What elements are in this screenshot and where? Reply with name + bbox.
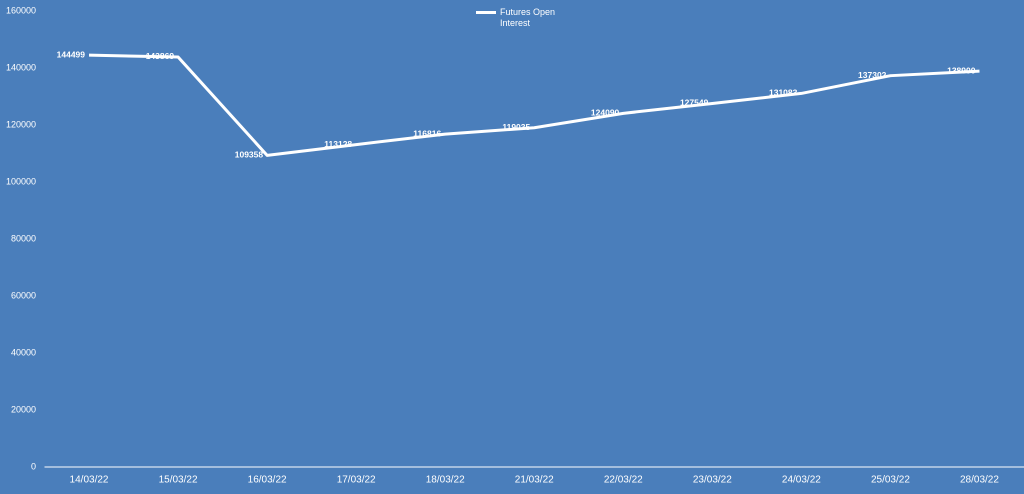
legend: Futures Open Interest	[476, 7, 560, 29]
series-line	[88, 53, 980, 157]
data-label: 144499	[57, 49, 86, 59]
data-label: 143869	[146, 51, 175, 61]
x-tick-label: 17/03/22	[337, 475, 376, 486]
legend-label: Futures Open Interest	[500, 7, 556, 28]
y-tick-label: 60000	[11, 290, 36, 300]
x-tick-label: 21/03/22	[515, 475, 554, 486]
data-label: 119035	[502, 122, 530, 132]
data-label: 116816	[413, 128, 441, 138]
x-tick-label: 18/03/22	[426, 475, 465, 486]
x-tick-label: 16/03/22	[248, 475, 287, 486]
data-label: 138900	[947, 65, 976, 75]
y-tick-label: 120000	[6, 119, 36, 129]
data-label: 113128	[324, 139, 352, 149]
x-tick-label: 22/03/22	[604, 475, 643, 486]
data-label: 131083	[769, 88, 798, 98]
y-tick-label: 40000	[11, 347, 36, 357]
x-tick-label: 24/03/22	[782, 475, 821, 486]
x-tick-label: 28/03/22	[960, 475, 999, 486]
y-tick-label: 0	[31, 461, 36, 471]
x-tick-label: 15/03/22	[159, 475, 198, 486]
data-label: 127549	[680, 98, 709, 108]
data-label: 109358	[235, 150, 264, 160]
y-tick-label: 100000	[6, 176, 36, 186]
y-tick-label: 80000	[11, 233, 36, 243]
y-tick-label: 140000	[6, 62, 36, 72]
data-label: 124090	[591, 108, 620, 118]
y-tick-label: 160000	[6, 5, 36, 15]
x-tick-label: 23/03/22	[693, 475, 732, 486]
x-tick-label: 14/03/22	[70, 475, 109, 486]
x-tick-label: 25/03/22	[871, 475, 910, 486]
y-tick-label: 20000	[11, 404, 36, 414]
data-label: 137302	[858, 70, 887, 80]
legend-swatch	[476, 11, 496, 14]
